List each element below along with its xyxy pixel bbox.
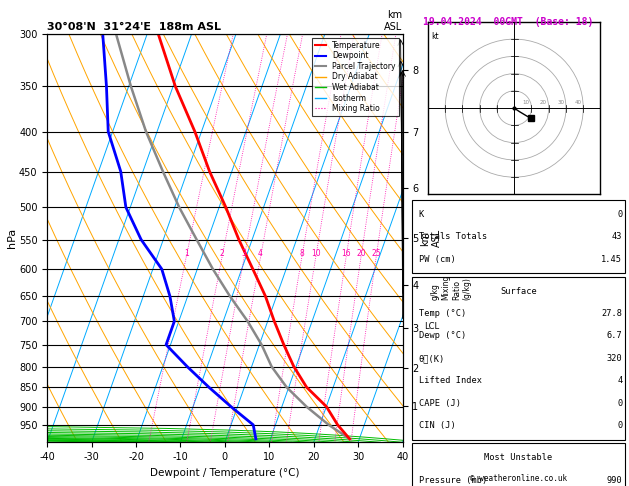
Text: Totals Totals: Totals Totals (419, 232, 487, 242)
Text: © weatheronline.co.uk: © weatheronline.co.uk (470, 474, 567, 483)
Text: Lifted Index: Lifted Index (419, 376, 482, 385)
Text: g/kg
Mixing
Ratio
(g/kg): g/kg Mixing Ratio (g/kg) (431, 275, 471, 300)
Text: PW (cm): PW (cm) (419, 255, 455, 264)
Text: 20: 20 (540, 100, 547, 104)
Bar (412, 277, 625, 440)
Text: 320: 320 (606, 354, 622, 363)
Text: 25: 25 (371, 248, 381, 258)
Text: 0: 0 (617, 399, 622, 408)
Bar (412, 200, 625, 274)
Text: 10: 10 (311, 248, 321, 258)
Text: 43: 43 (612, 232, 622, 242)
Text: 4: 4 (617, 376, 622, 385)
Text: 4: 4 (258, 248, 263, 258)
Text: θᴇ(K): θᴇ(K) (419, 354, 445, 363)
Text: K: K (419, 210, 424, 219)
Text: kt: kt (431, 32, 439, 41)
Text: 1.45: 1.45 (601, 255, 622, 264)
Text: 990: 990 (606, 475, 622, 485)
Text: km
ASL: km ASL (384, 10, 403, 32)
Text: Pressure (mb): Pressure (mb) (419, 475, 487, 485)
Text: Dewp (°C): Dewp (°C) (419, 331, 466, 341)
Text: 16: 16 (341, 248, 351, 258)
Text: 40: 40 (574, 100, 581, 104)
Text: 8: 8 (299, 248, 304, 258)
Text: 2: 2 (220, 248, 225, 258)
Text: 27.8: 27.8 (601, 309, 622, 318)
Text: 20: 20 (356, 248, 365, 258)
Text: 0: 0 (617, 421, 622, 430)
Text: 30: 30 (557, 100, 564, 104)
X-axis label: Dewpoint / Temperature (°C): Dewpoint / Temperature (°C) (150, 468, 299, 478)
Text: Most Unstable: Most Unstable (484, 453, 552, 462)
Text: LCL: LCL (424, 322, 439, 330)
Text: CAPE (J): CAPE (J) (419, 399, 460, 408)
Y-axis label: km
ASL: km ASL (420, 229, 442, 247)
Text: Surface: Surface (500, 287, 537, 295)
Bar (412, 443, 625, 486)
Text: 3: 3 (242, 248, 247, 258)
Text: 30°08'N  31°24'E  188m ASL: 30°08'N 31°24'E 188m ASL (47, 22, 221, 32)
Legend: Temperature, Dewpoint, Parcel Trajectory, Dry Adiabat, Wet Adiabat, Isotherm, Mi: Temperature, Dewpoint, Parcel Trajectory… (311, 38, 399, 116)
Y-axis label: hPa: hPa (8, 228, 18, 248)
Text: 1: 1 (184, 248, 189, 258)
Text: CIN (J): CIN (J) (419, 421, 455, 430)
Text: 19.04.2024  00GMT  (Base: 18): 19.04.2024 00GMT (Base: 18) (423, 17, 593, 27)
Text: Temp (°C): Temp (°C) (419, 309, 466, 318)
Text: 6.7: 6.7 (606, 331, 622, 341)
Text: 10: 10 (523, 100, 530, 104)
Text: 0: 0 (617, 210, 622, 219)
